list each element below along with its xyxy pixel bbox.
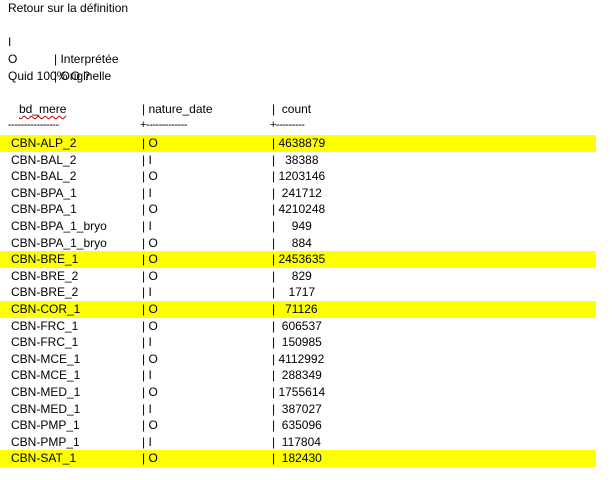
cell-count: | 71126 <box>272 301 318 316</box>
table-row: CBN-ALP_2 | O | 4638879 <box>0 135 596 152</box>
legend-row-o: O | Originelle <box>8 34 208 83</box>
cell-nature-date: | I <box>142 218 152 233</box>
table-row: CBN-BRE_2 | I | 1717 <box>0 284 596 301</box>
cell-nature-date: | O <box>142 318 158 333</box>
cell-bd-mere: CBN-FRC_1 <box>11 335 79 350</box>
header-bd-mere: bd_mere <box>19 102 67 116</box>
legend-value: | Originelle <box>54 69 112 83</box>
cell-count: | 38388 <box>272 152 319 167</box>
table-row: CBN-SAT_1 | O | 182430 <box>0 450 596 467</box>
table-row: CBN-MED_1 | I | 387027 <box>0 401 596 418</box>
cell-count: | 241712 <box>272 185 322 200</box>
cell-count: | 387027 <box>272 401 322 416</box>
cell-bd-mere: CBN-MED_1 <box>11 401 81 416</box>
cell-count: | 150985 <box>272 335 322 350</box>
cell-bd-mere: CBN-SAT_1 <box>11 451 77 466</box>
legend-row-i: I | Interprétée <box>8 17 208 66</box>
table-row: CBN-BAL_2 | O | 1203146 <box>0 168 596 185</box>
intro-title: Retour sur la définition <box>8 1 129 15</box>
cell-count: | 1203146 <box>272 169 326 184</box>
cell-count: | 829 <box>272 268 312 283</box>
cell-bd-mere: CBN-BPA_1_bryo <box>11 235 107 250</box>
cell-bd-mere: CBN-BPA_1 <box>11 202 77 217</box>
cell-bd-mere: CBN-BAL_2 <box>11 152 77 167</box>
cell-nature-date: | O <box>142 136 158 150</box>
cell-count: | 606537 <box>272 318 322 333</box>
results-table-body: CBN-ALP_2 | O | 4638879 CBN-BAL_2 | I | 38388… <box>0 135 596 467</box>
cell-bd-mere: CBN-MCE_1 <box>11 368 81 383</box>
cell-count: | 949 <box>272 218 312 233</box>
cell-bd-mere: CBN-MED_1 <box>11 384 81 399</box>
legend-key: O <box>8 52 18 66</box>
table-row: CBN-BRE_1 | O | 2453635 <box>0 251 596 268</box>
cell-bd-mere: CBN-PMP_1 <box>11 418 80 433</box>
cell-nature-date: | O <box>142 202 158 217</box>
cell-nature-date: | O <box>142 451 158 466</box>
cell-nature-date: | I <box>142 368 152 383</box>
table-row: CBN-BPA_1_bryo | O | 884 <box>0 235 596 252</box>
cell-bd-mere: CBN-BAL_2 <box>11 169 77 184</box>
header-count: | count <box>272 102 312 116</box>
cell-count: | 4638879 <box>272 136 326 150</box>
cell-bd-mere: CBN-PMP_1 <box>11 434 80 449</box>
cell-nature-date: | O <box>142 301 158 316</box>
question-text: Quid 100% O ? <box>8 69 91 83</box>
legend-value: | Interprétée <box>54 52 119 66</box>
cell-count: | 2453635 <box>272 252 326 267</box>
table-row: CBN-PMP_1 | O | 635096 <box>0 417 596 434</box>
cell-nature-date: | I <box>142 335 152 350</box>
cell-count: | 4210248 <box>272 202 326 217</box>
table-row: CBN-BAL_2 | I | 38388 <box>0 152 596 169</box>
cell-count: | 288349 <box>272 368 322 383</box>
cell-count: | 182430 <box>272 451 322 466</box>
cell-bd-mere: CBN-MCE_1 <box>11 351 81 366</box>
cell-nature-date: | O <box>142 169 158 184</box>
cell-nature-date: | I <box>142 401 152 416</box>
cell-bd-mere: CBN-ALP_2 <box>11 136 77 150</box>
cell-nature-date: | I <box>142 285 152 300</box>
table-row: CBN-FRC_1 | I | 150985 <box>0 334 596 351</box>
cell-nature-date: | I <box>142 434 152 449</box>
table-row: CBN-BPA_1 | O | 4210248 <box>0 201 596 218</box>
cell-bd-mere: CBN-BRE_1 <box>11 252 79 267</box>
cell-count: | 1717 <box>272 285 316 300</box>
table-row: CBN-MCE_1 | I | 288349 <box>0 367 596 384</box>
cell-count: | 884 <box>272 235 312 250</box>
table-row: CBN-COR_1 | O | 71126 <box>0 300 596 318</box>
cell-count: | 1755614 <box>272 384 326 399</box>
table-row: CBN-MCE_1 | O | 4112992 <box>0 351 596 368</box>
separator-col2: +------------- <box>140 119 188 131</box>
cell-nature-date: | O <box>142 252 158 267</box>
table-row: CBN-BRE_2 | O | 829 <box>0 268 596 285</box>
separator-col3: +--------- <box>270 119 305 131</box>
table-row: CBN-PMP_1 | I | 117804 <box>0 434 596 451</box>
cell-nature-date: | O <box>142 268 158 283</box>
header-nature-date: | nature_date <box>142 102 213 116</box>
cell-nature-date: | O <box>142 384 158 399</box>
cell-count: | 4112992 <box>272 351 325 366</box>
cell-bd-mere: CBN-BPA_1_bryo <box>11 218 107 233</box>
cell-bd-mere: CBN-BRE_2 <box>11 285 79 300</box>
legend-key: I <box>8 35 12 49</box>
cell-bd-mere: CBN-BRE_2 <box>11 268 79 283</box>
table-row: CBN-FRC_1 | O | 606537 <box>0 318 596 335</box>
cell-count: | 117804 <box>272 434 321 449</box>
separator-col1: ---------------- <box>8 119 59 131</box>
cell-bd-mere: CBN-BPA_1 <box>11 185 77 200</box>
cell-nature-date: | O <box>142 351 158 366</box>
cell-nature-date: | O <box>142 235 158 250</box>
cell-nature-date: | I <box>142 185 152 200</box>
cell-nature-date: | I <box>142 152 152 167</box>
cell-bd-mere: CBN-COR_1 <box>11 301 81 316</box>
cell-nature-date: | O <box>142 418 158 433</box>
cell-count: | 635096 <box>272 418 322 433</box>
table-row: CBN-BPA_1 | I | 241712 <box>0 185 596 202</box>
cell-bd-mere: CBN-FRC_1 <box>11 318 79 333</box>
table-row: CBN-BPA_1_bryo | I | 949 <box>0 218 596 235</box>
table-row: CBN-MED_1 | O | 1755614 <box>0 384 596 401</box>
